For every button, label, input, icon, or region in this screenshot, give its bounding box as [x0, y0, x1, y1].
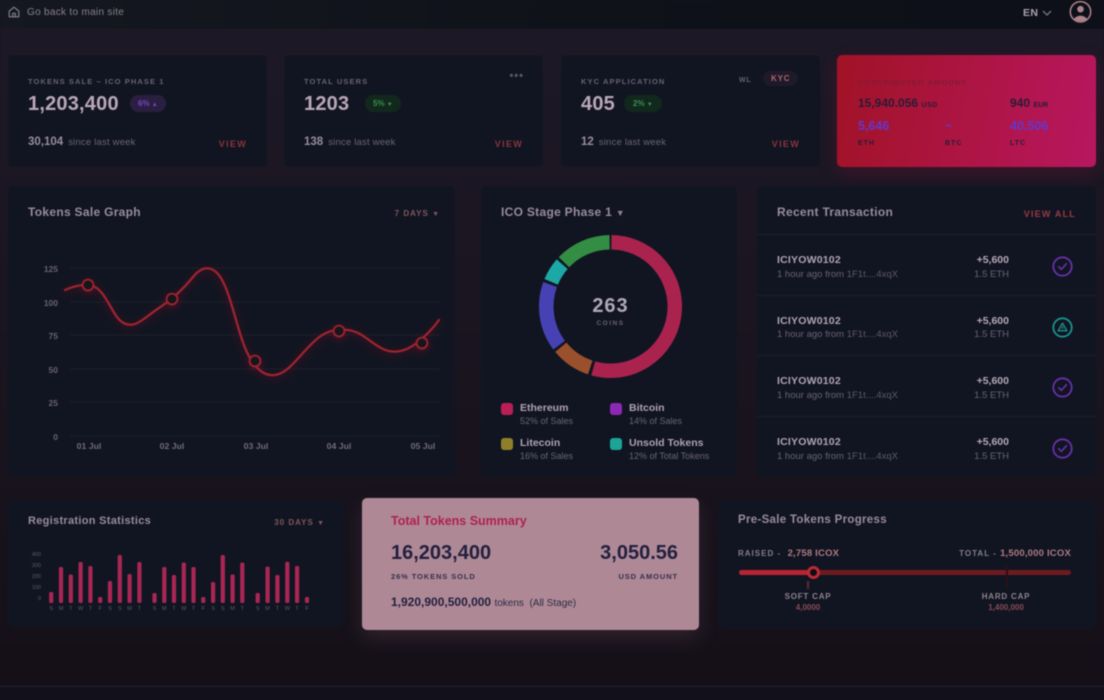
svg-text:S: S	[211, 606, 215, 612]
svg-text:03 Jul: 03 Jul	[244, 441, 269, 451]
svg-text:01 Jul: 01 Jul	[77, 441, 102, 451]
svg-text:M: M	[265, 606, 270, 612]
svg-text:400: 400	[32, 552, 41, 558]
svg-text:100: 100	[32, 585, 41, 591]
svg-text:S: S	[118, 606, 122, 612]
svg-text:0: 0	[53, 432, 58, 442]
svg-text:S: S	[256, 606, 260, 612]
svg-text:04 Jul: 04 Jul	[327, 441, 352, 451]
svg-text:S: S	[108, 606, 112, 612]
svg-text:W: W	[78, 606, 84, 612]
svg-text:M: M	[59, 606, 64, 612]
svg-text:COINS: COINS	[596, 320, 624, 327]
svg-text:M: M	[162, 606, 167, 612]
svg-text:W: W	[181, 606, 187, 612]
svg-text:M: M	[230, 606, 235, 612]
svg-text:25: 25	[49, 398, 59, 408]
svg-text:S: S	[221, 606, 225, 612]
svg-text:F: F	[305, 606, 309, 612]
svg-text:W: W	[285, 606, 291, 612]
svg-text:T: T	[69, 606, 73, 612]
svg-text:T: T	[89, 606, 93, 612]
svg-text:300: 300	[32, 563, 41, 569]
svg-text:F: F	[202, 606, 206, 612]
svg-text:200: 200	[32, 574, 41, 580]
svg-text:S: S	[153, 606, 157, 612]
svg-text:0: 0	[38, 596, 41, 602]
svg-text:T: T	[276, 606, 280, 612]
svg-text:F: F	[99, 606, 103, 612]
svg-text:75: 75	[49, 331, 59, 341]
svg-text:05 Jul: 05 Jul	[411, 441, 436, 451]
svg-text:50: 50	[49, 365, 59, 375]
svg-text:M: M	[127, 606, 132, 612]
svg-text:100: 100	[44, 298, 58, 308]
svg-text:T: T	[192, 606, 196, 612]
svg-text:263: 263	[592, 295, 628, 317]
svg-text:S: S	[49, 606, 53, 612]
svg-text:T: T	[241, 606, 245, 612]
svg-text:T: T	[295, 606, 299, 612]
svg-text:T: T	[172, 606, 176, 612]
svg-text:125: 125	[44, 264, 58, 274]
svg-text:T: T	[138, 606, 142, 612]
svg-text:02 Jul: 02 Jul	[160, 441, 185, 451]
